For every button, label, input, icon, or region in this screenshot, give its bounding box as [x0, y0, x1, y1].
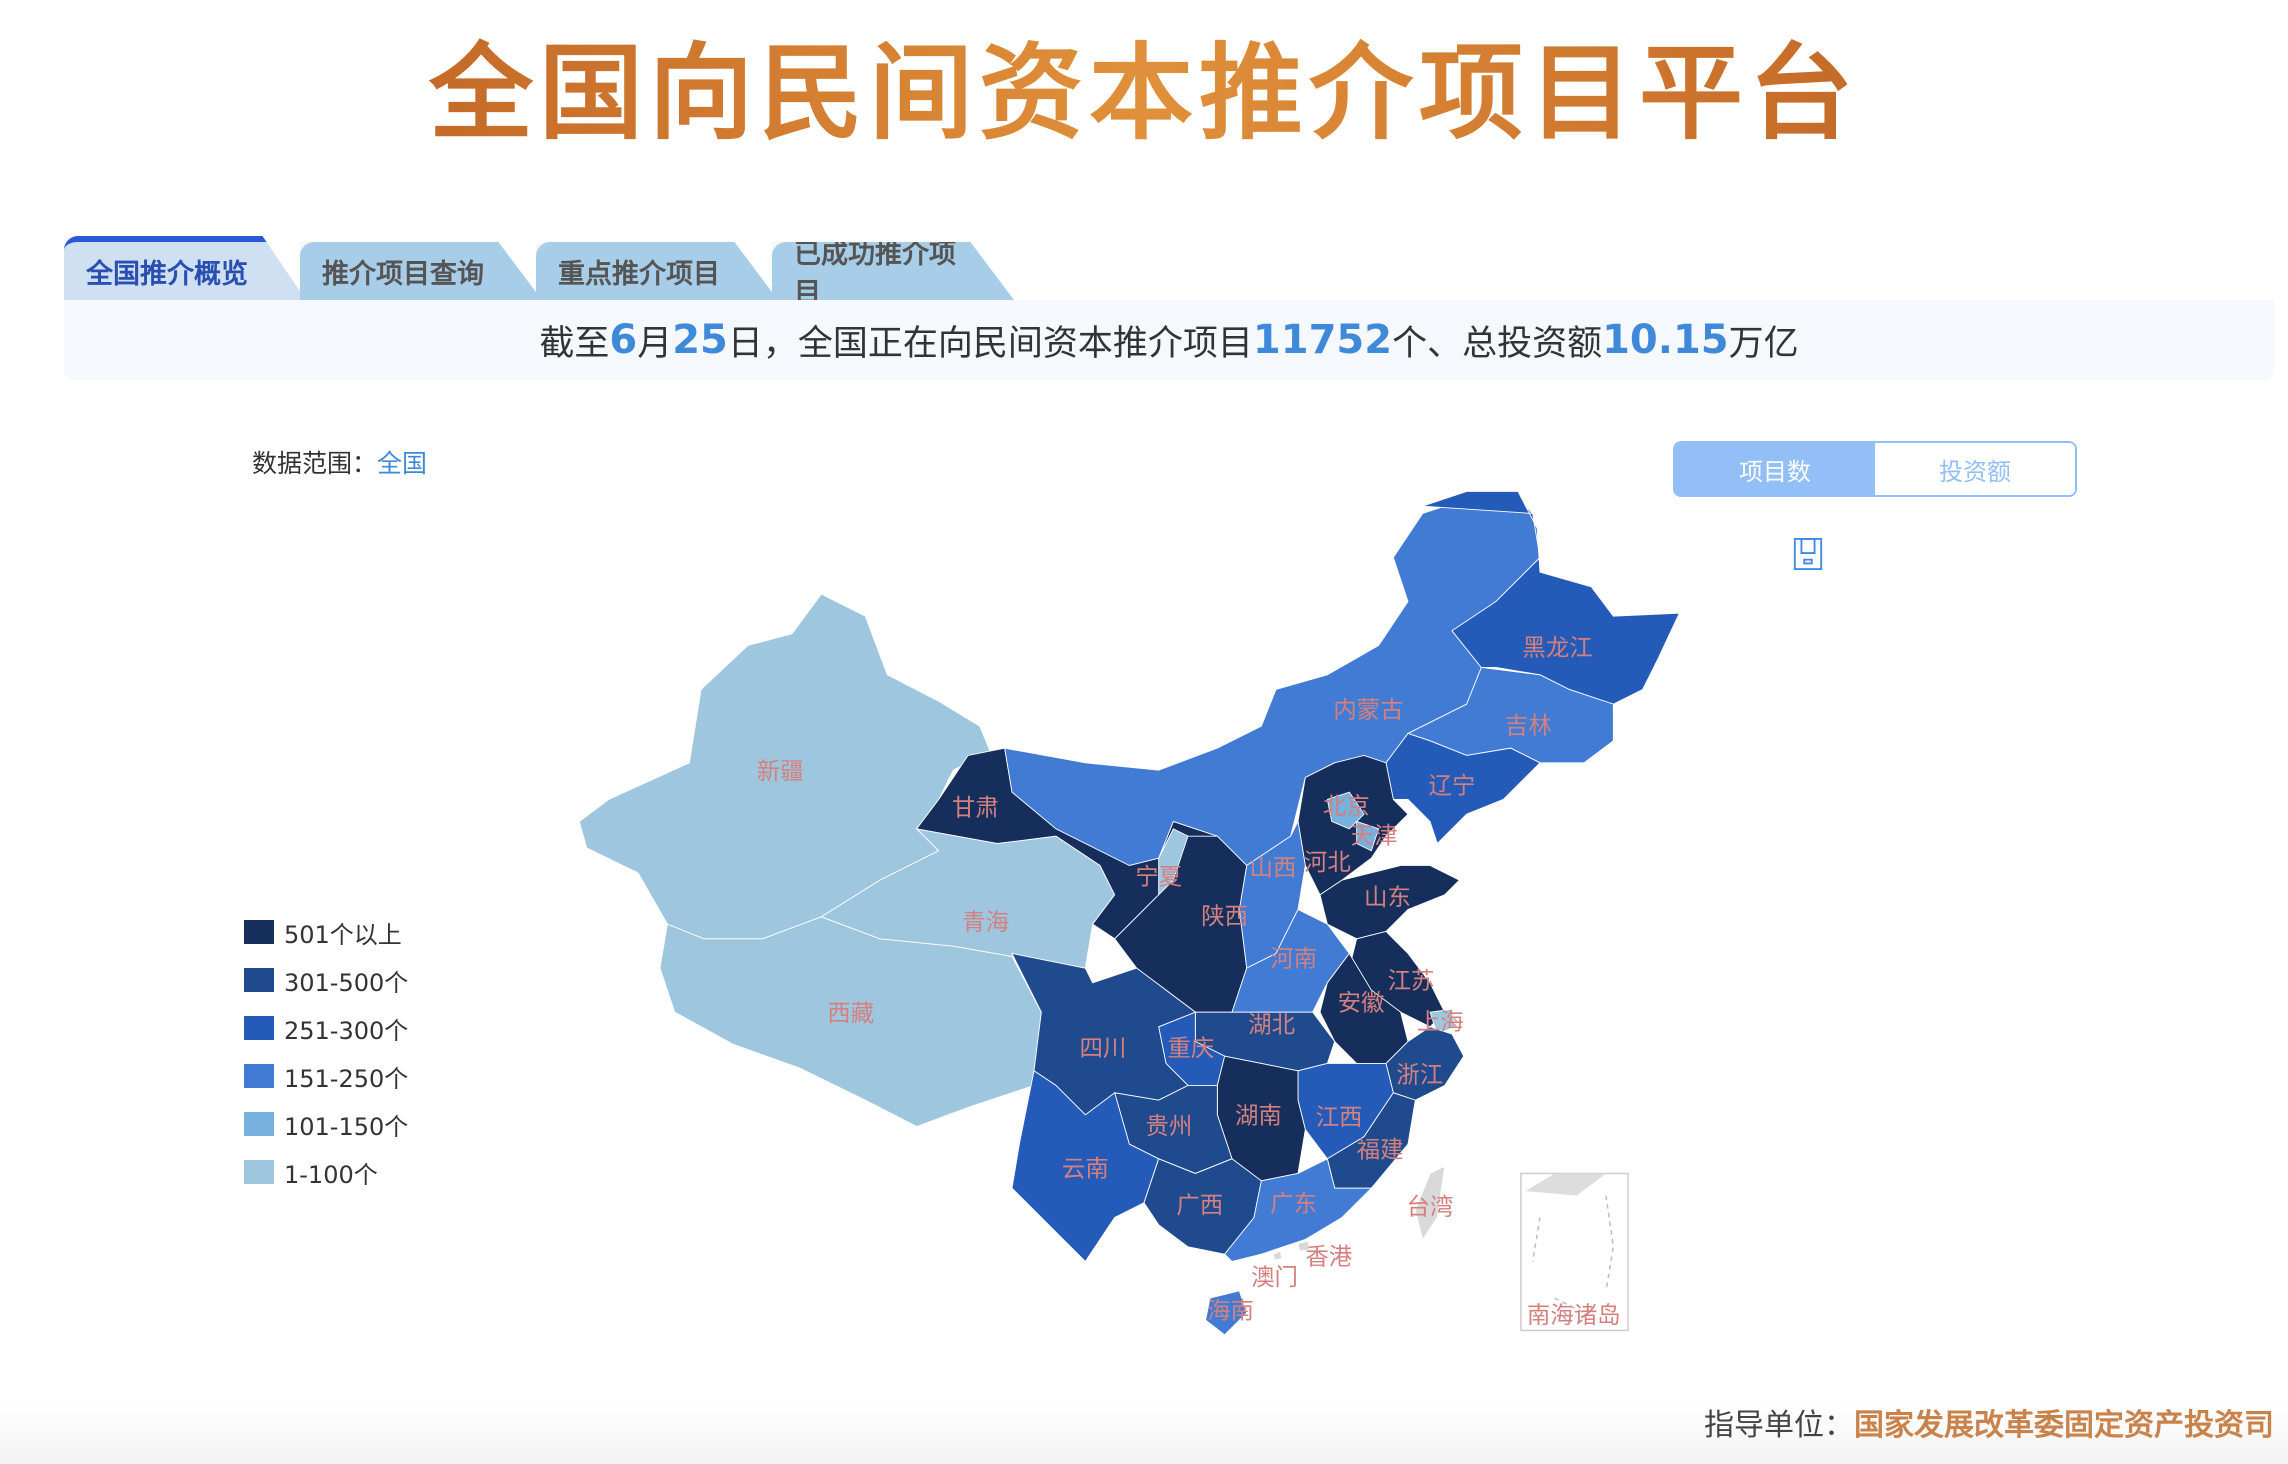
legend-item[interactable]: 301-500个 — [244, 956, 408, 1004]
legend-label: 251-300个 — [284, 1016, 409, 1045]
province-label: 天津 — [1351, 821, 1398, 849]
province-label: 云南 — [1062, 1154, 1109, 1182]
province-label: 山西 — [1250, 854, 1297, 882]
legend-label: 301-500个 — [284, 968, 409, 997]
bottom-fade — [0, 1404, 2288, 1464]
south-sea-inset — [1520, 1172, 1629, 1332]
province-label: 山东 — [1364, 883, 1411, 911]
toggle-project-count[interactable]: 项目数 — [1675, 443, 1875, 495]
data-scope-value[interactable]: 全国 — [377, 449, 428, 478]
province-label: 湖南 — [1235, 1102, 1282, 1130]
province-region[interactable] — [1422, 491, 1681, 705]
province-label: 北京 — [1323, 792, 1370, 820]
province-label: 海南 — [1207, 1297, 1254, 1325]
province-region[interactable] — [1385, 732, 1541, 845]
province-label: 吉林 — [1505, 711, 1552, 739]
province-label: 江苏 — [1387, 967, 1434, 995]
legend-swatch — [244, 1112, 274, 1136]
metric-toggle: 项目数 投资额 — [1673, 441, 2077, 497]
province-region[interactable] — [1356, 820, 1380, 852]
legend-swatch — [244, 1064, 274, 1088]
province-region[interactable] — [1205, 1290, 1248, 1336]
province-label: 黑龙江 — [1522, 634, 1592, 662]
tab-key-projects[interactable]: 重点推介项目 — [536, 242, 778, 300]
legend-swatch — [244, 920, 274, 944]
province-region[interactable] — [1414, 1165, 1446, 1241]
south-sea-island-shape — [1525, 1173, 1606, 1196]
province-label: 西藏 — [827, 999, 874, 1027]
tab-project-search[interactable]: 推介项目查询 — [300, 242, 542, 300]
province-label: 重庆 — [1167, 1034, 1214, 1062]
province-region[interactable] — [1272, 1250, 1283, 1261]
toggle-investment[interactable]: 投资额 — [1875, 443, 2075, 495]
province-label: 宁夏 — [1135, 863, 1182, 891]
data-scope: 数据范围：全国 — [252, 444, 427, 480]
province-label: 河北 — [1304, 848, 1351, 876]
province-label: 新疆 — [757, 757, 804, 785]
province-label: 贵州 — [1145, 1112, 1192, 1140]
banner-day: 25 — [672, 317, 728, 363]
province-label: 湖北 — [1248, 1011, 1295, 1039]
province-label: 南海诸岛 — [1527, 1301, 1621, 1329]
province-label: 福建 — [1357, 1135, 1404, 1163]
province-label: 广西 — [1176, 1191, 1223, 1219]
legend-label: 151-250个 — [284, 1064, 409, 1093]
legend-label: 101-150个 — [284, 1112, 409, 1141]
province-label: 陕西 — [1201, 902, 1248, 930]
province-region[interactable] — [1429, 1008, 1456, 1035]
banner-text: 日，全国正在向民间资本推介项目 — [727, 323, 1253, 364]
legend-swatch — [244, 1016, 274, 1040]
banner-text: 万亿 — [1728, 323, 1799, 364]
tab-bar: 全国推介概览 推介项目查询 重点推介项目 已成功推介项目 — [64, 236, 1014, 300]
province-label: 辽宁 — [1429, 772, 1476, 800]
legend-label: 1-100个 — [284, 1160, 378, 1189]
province-label: 甘肃 — [952, 794, 999, 822]
legend-item[interactable]: 101-150个 — [244, 1100, 408, 1148]
province-label: 四川 — [1079, 1034, 1126, 1062]
banner-month: 6 — [609, 317, 638, 363]
province-region[interactable] — [1297, 1240, 1311, 1252]
page-title: 全国向民间资本推介项目平台 — [0, 8, 2288, 159]
legend-label: 501个以上 — [284, 920, 402, 949]
tab-overview[interactable]: 全国推介概览 — [64, 236, 306, 300]
summary-banner: 截至 6 月 25 日，全国正在向民间资本推介项目 11752 个、总投资额 10.15 万亿 — [64, 300, 2274, 380]
province-label: 内蒙古 — [1333, 695, 1403, 723]
province-label: 香港 — [1305, 1242, 1352, 1270]
province-label: 江西 — [1316, 1103, 1363, 1131]
data-scope-label: 数据范围： — [252, 449, 378, 478]
banner-text: 月 — [637, 323, 673, 364]
footer-org: 国家发展改革委固定资产投资司 — [1854, 1408, 2274, 1443]
province-label: 澳门 — [1251, 1263, 1298, 1291]
province-label: 上海 — [1417, 1008, 1464, 1036]
province-label: 广东 — [1270, 1190, 1317, 1218]
legend-item[interactable]: 251-300个 — [244, 1004, 408, 1052]
banner-text: 个、总投资额 — [1392, 323, 1603, 364]
legend-item[interactable]: 501个以上 — [244, 908, 408, 956]
province-region[interactable] — [1224, 1158, 1373, 1262]
legend-item[interactable]: 151-250个 — [244, 1052, 408, 1100]
map-legend: 501个以上 301-500个 251-300个 151-250个 101-15… — [244, 908, 408, 1196]
tab-successful-projects[interactable]: 已成功推介项目 — [772, 242, 1014, 300]
project-count: 11752 — [1252, 317, 1393, 363]
province-label: 安徽 — [1338, 989, 1385, 1017]
province-label: 浙江 — [1396, 1061, 1443, 1089]
legend-swatch — [244, 1160, 274, 1184]
province-label: 青海 — [962, 908, 1009, 936]
footer-label: 指导单位： — [1704, 1408, 1854, 1443]
footer-guidance: 指导单位：国家发展改革委固定资产投资司 — [1704, 1400, 2274, 1444]
south-sea-dashed-line — [1531, 1195, 1615, 1314]
save-icon[interactable] — [1793, 538, 1823, 570]
total-investment: 10.15 — [1602, 317, 1729, 363]
province-region[interactable] — [1319, 865, 1461, 940]
legend-swatch — [244, 968, 274, 992]
legend-item[interactable]: 1-100个 — [244, 1148, 408, 1196]
province-label: 台湾 — [1407, 1193, 1454, 1221]
banner-text: 截至 — [539, 323, 610, 364]
province-label: 河南 — [1270, 945, 1317, 973]
